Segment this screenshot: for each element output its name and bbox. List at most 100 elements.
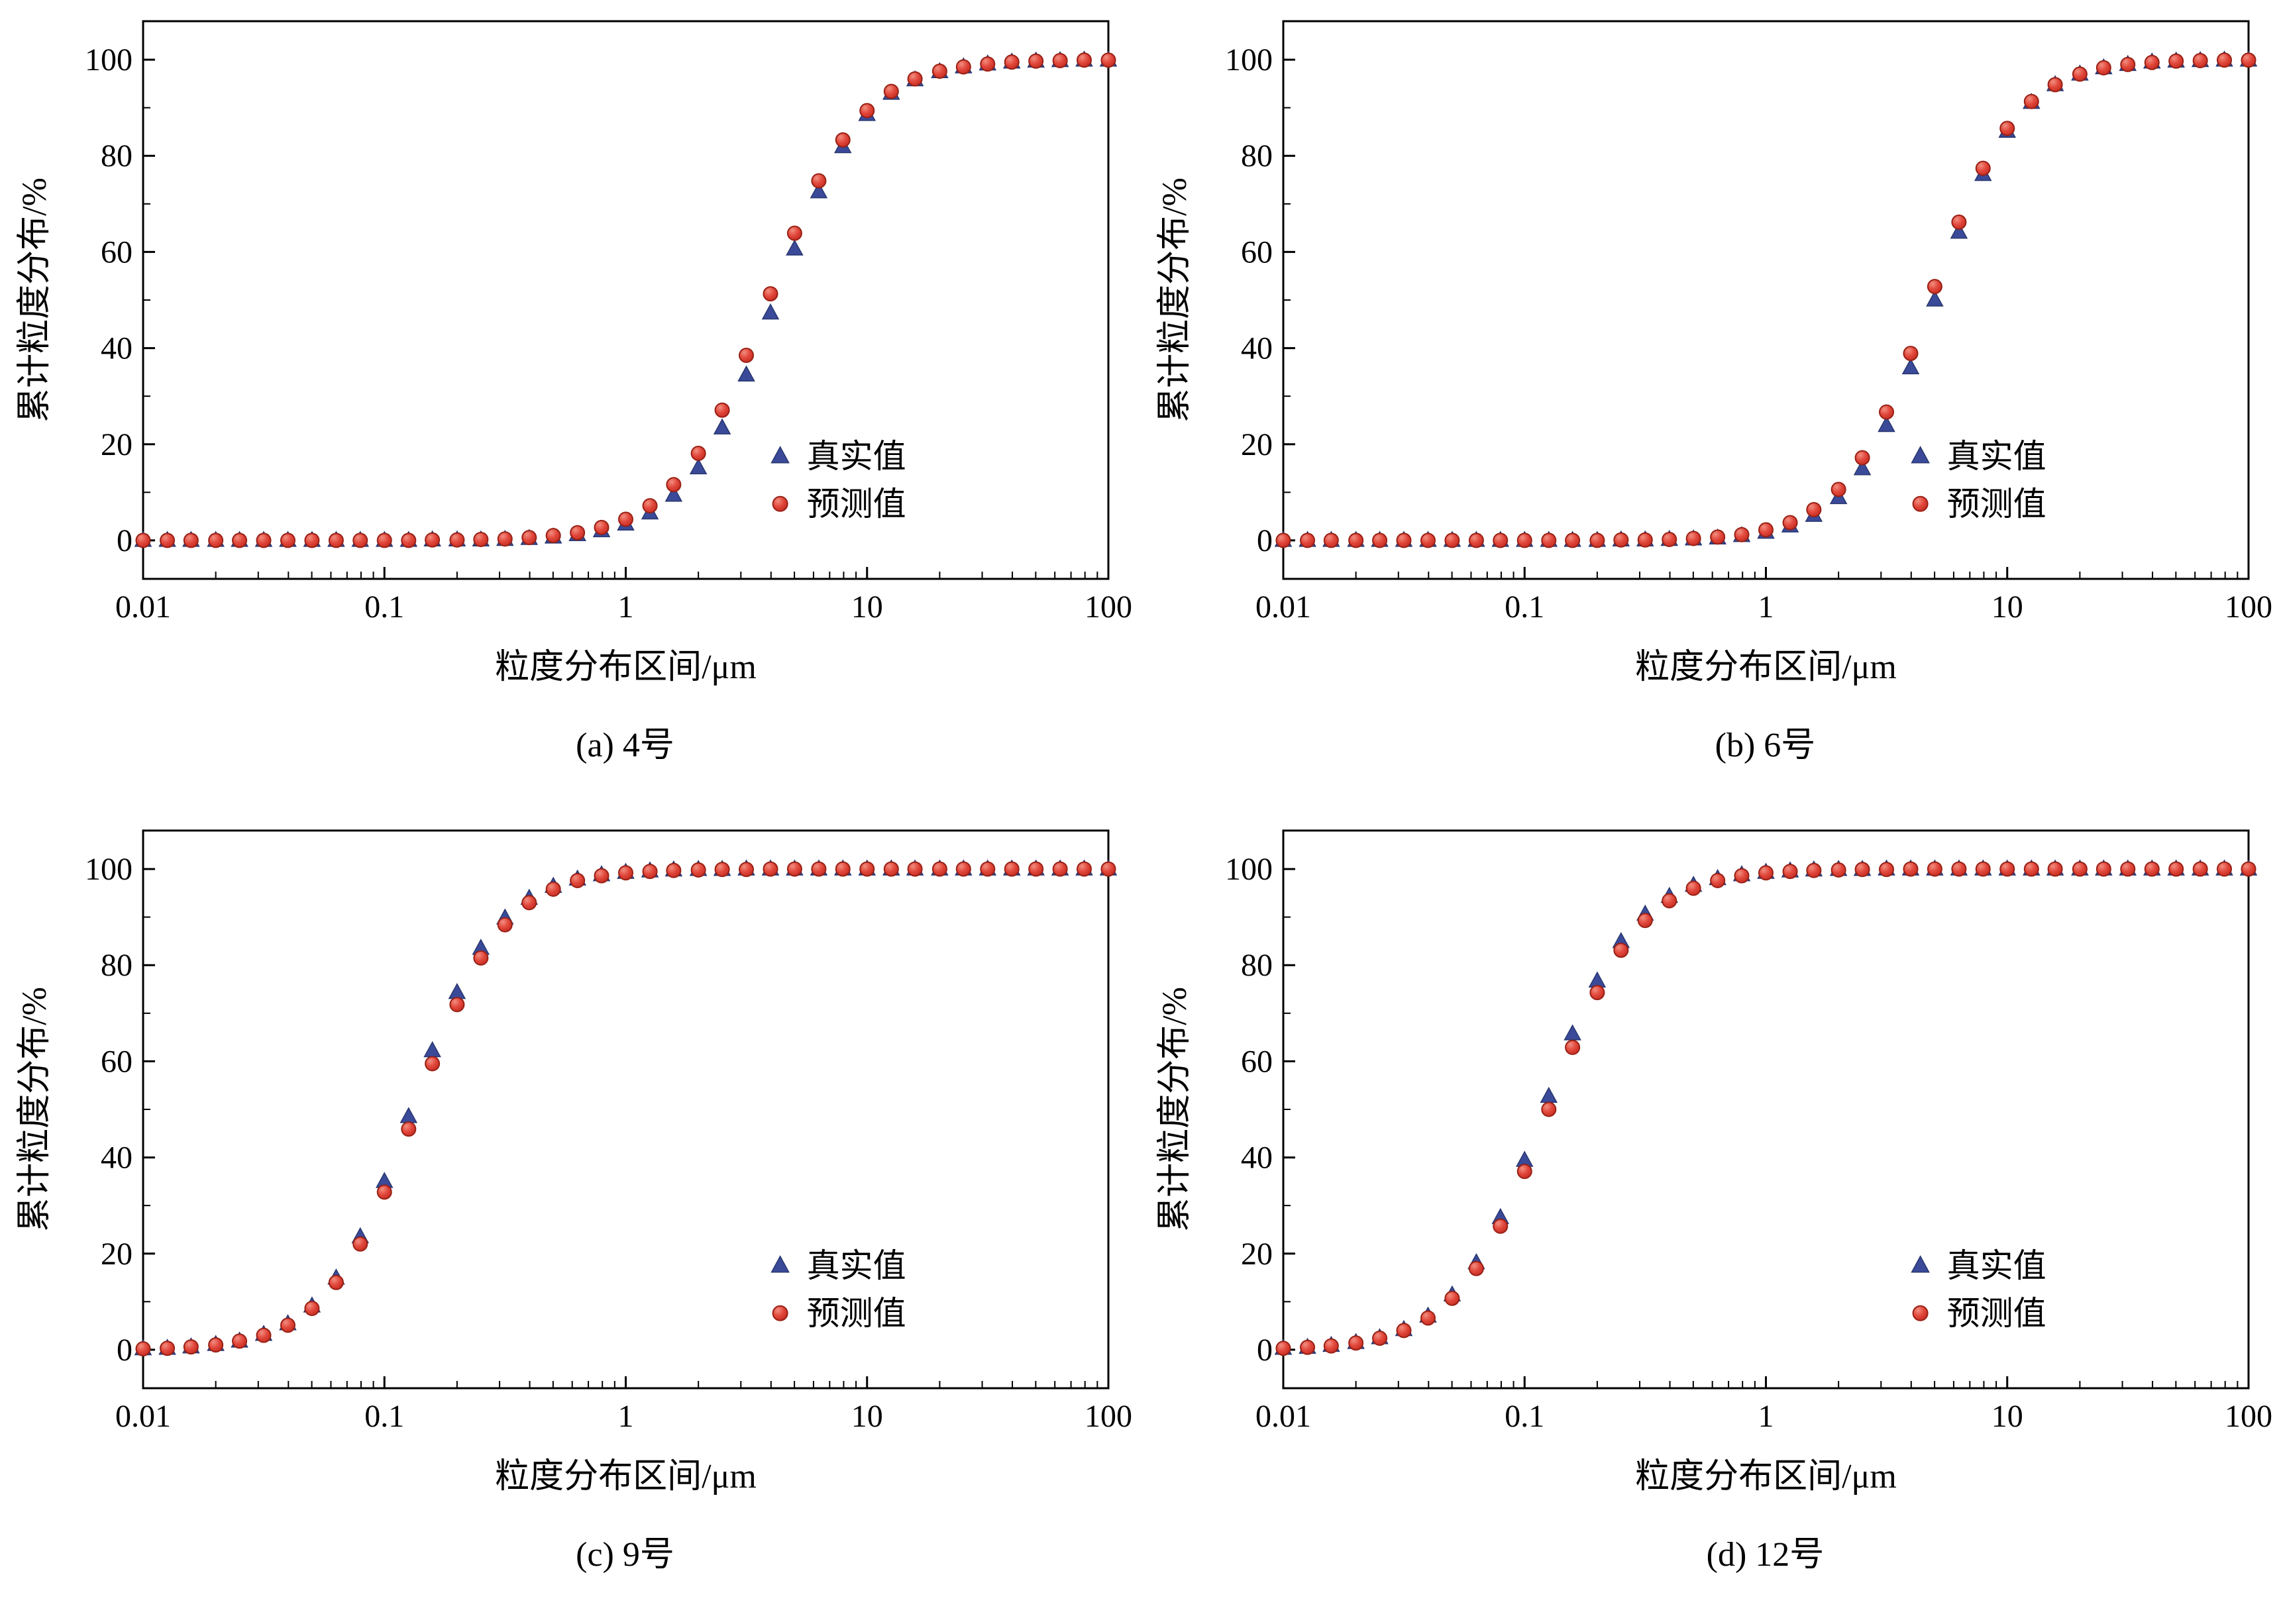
chart-panel-c: 0 20 40 60 80 100 0.01 0.1 1 10 100 粒度分布区间/μm 累计粒度分布… [0,815,1140,1624]
minor-ticks [142,107,1098,579]
y-tick-label: 20 [101,427,133,462]
y-tick-label: 20 [101,1237,133,1272]
x-tick-label: 1 [617,589,633,625]
chart-b-plot: 0 20 40 60 80 100 0.01 0.1 1 10 100 粒度分布区间/μm 累计粒度分布… [1156,20,2272,686]
axes [1282,829,2249,1390]
chart-d-plot: 0 20 40 60 80 100 0.01 0.1 1 10 100 粒度分布区间/μm 累计粒度分布… [1156,829,2272,1496]
x-tick-label: 0.1 [1505,589,1544,625]
y-tick-label: 20 [1241,1237,1273,1272]
y-tick-label: 0 [1257,523,1273,558]
major-ticks [142,868,1109,1388]
y-tick-label: 100 [85,42,133,77]
x-tick-label: 10 [851,589,882,625]
x-tick-label: 0.1 [364,1399,404,1434]
y-tick-label: 80 [101,948,133,983]
chart-c-caption: (c) 9号 [576,1536,674,1574]
series-pred [1275,861,2256,1356]
legend-pred-marker [772,495,788,512]
y-tick-label: 100 [85,852,133,887]
chart-panel-d: 0 20 40 60 80 100 0.01 0.1 1 10 100 粒度分布区间/μm 累计粒度分布… [1140,815,2280,1624]
y-tick-label: 40 [101,1141,133,1176]
minor-ticks [142,916,1098,1388]
x-axis-title: 粒度分布区间/μm [1635,648,1897,686]
legend-pred-marker [1912,1305,1929,1321]
series-pred [1275,52,2256,548]
series-true [134,859,1117,1356]
x-axis-title: 粒度分布区间/μm [1635,1458,1897,1496]
y-tick-label: 40 [101,331,133,366]
minor-ticks [1283,916,2238,1388]
x-tick-label: 0.01 [1255,1399,1311,1434]
chart-c-plot: 0 20 40 60 80 100 0.01 0.1 1 10 100 粒度分布区间/μm 累计粒度分布… [16,829,1132,1496]
legend-true-label: 真实值 [1946,438,2046,475]
series-true [1274,859,2257,1355]
x-tick-label: 0.1 [364,589,404,625]
legend-true-marker [1910,446,1930,464]
legend-pred-label: 预测值 [806,485,906,523]
x-tick-label: 100 [2225,589,2272,625]
y-axis-title: 累计粒度分布/% [1156,987,1194,1232]
chart-b-caption: (b) 6号 [1715,727,1816,764]
y-tick-label: 0 [117,523,133,558]
x-axis-title: 粒度分布区间/μm [495,1458,757,1496]
y-tick-label: 80 [1241,138,1273,174]
y-tick-label: 80 [101,138,133,174]
y-axis-title: 累计粒度分布/% [16,987,54,1232]
axes [142,20,1109,580]
y-tick-label: 0 [1257,1333,1273,1368]
y-tick-label: 40 [1241,331,1273,366]
legend-true-label: 真实值 [806,1247,906,1284]
series-pred [135,861,1116,1356]
major-ticks [142,58,1109,579]
x-tick-label: 1 [1758,589,1774,625]
axes [1282,20,2249,580]
x-tick-label: 0.01 [1255,589,1311,625]
series-true [134,50,1117,547]
chart-panel-b: 0 20 40 60 80 100 0.01 0.1 1 10 100 粒度分布区间/μm 累计粒度分布… [1140,5,2280,815]
chart-a-caption: (a) 4号 [576,727,674,764]
x-tick-label: 100 [1085,1399,1132,1434]
y-tick-label: 100 [1225,42,1273,77]
x-tick-label: 0.1 [1505,1399,1544,1434]
chart-a-plot: 0 20 40 60 80 100 0.01 0.1 1 10 100 粒度分布区间/μm 累计粒度分布… [16,20,1132,686]
y-tick-label: 60 [1241,1044,1273,1079]
x-tick-label: 10 [1991,589,2023,625]
series-true [1274,50,2257,547]
legend-pred-label: 预测值 [806,1295,906,1332]
legend-true-marker [770,446,790,464]
legend-pred-marker [1912,495,1929,512]
x-tick-label: 0.01 [115,1399,171,1434]
legend-pred-label: 预测值 [1946,1295,2046,1332]
minor-ticks [1283,107,2238,579]
series-pred [135,52,1116,548]
legend-true-label: 真实值 [806,438,906,475]
x-tick-label: 10 [851,1399,882,1434]
y-axis-title: 累计粒度分布/% [1156,178,1194,423]
legend-true-marker [770,1255,790,1273]
y-axis-title: 累计粒度分布/% [16,178,54,423]
x-tick-label: 10 [1991,1399,2023,1434]
y-tick-label: 60 [1241,234,1273,270]
x-tick-label: 100 [2225,1399,2272,1434]
legend-pred-marker [772,1305,788,1321]
x-tick-label: 100 [1085,589,1132,625]
y-tick-label: 40 [1241,1141,1273,1176]
legend-pred-label: 预测值 [1946,485,2046,523]
y-tick-label: 60 [101,1044,133,1079]
major-ticks [1282,58,2249,579]
y-tick-label: 100 [1225,852,1273,887]
x-axis-title: 粒度分布区间/μm [495,648,757,686]
legend-true-label: 真实值 [1946,1247,2046,1284]
chart-panel-a: 0 20 40 60 80 100 0.01 0.1 1 10 100 粒度分布区间/μm 累计粒度分布… [0,5,1140,815]
y-tick-label: 60 [101,234,133,270]
y-tick-label: 80 [1241,948,1273,983]
legend-true-marker [1910,1255,1930,1273]
axes [142,829,1109,1390]
chart-d-caption: (d) 12号 [1706,1536,1825,1574]
y-tick-label: 0 [117,1333,133,1368]
